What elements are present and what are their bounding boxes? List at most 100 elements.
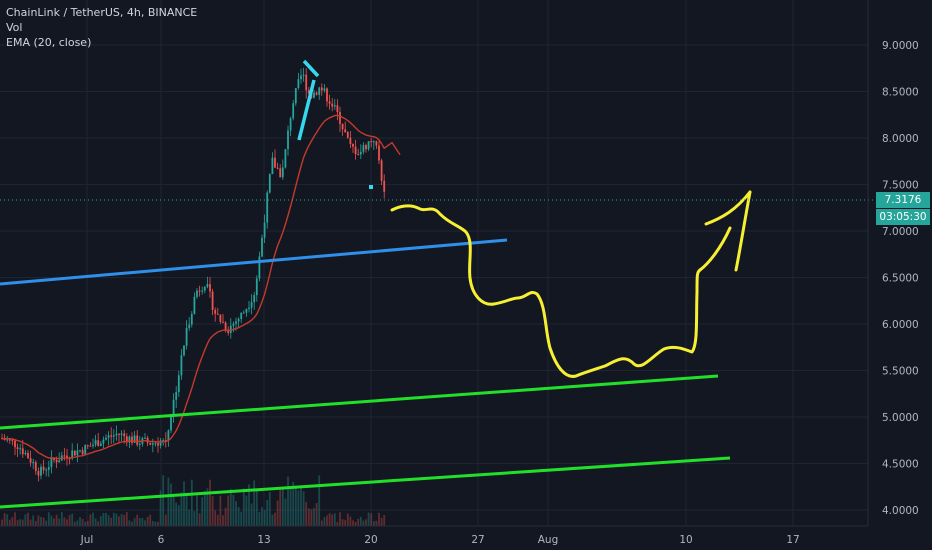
volume-bar (81, 519, 84, 526)
volume-bar (29, 519, 32, 526)
volume-bar (94, 518, 97, 526)
candle-body (206, 284, 209, 287)
volume-bar (138, 518, 141, 526)
candle-body (133, 435, 136, 443)
volume-bar (310, 509, 313, 526)
candle-body (63, 455, 66, 457)
forecast-arrow-shaft[interactable] (698, 190, 752, 272)
candle-body (37, 471, 40, 476)
forecast-path[interactable] (390, 204, 702, 378)
candle-body (339, 112, 341, 124)
volume-bar (341, 519, 344, 526)
volume-bar (292, 481, 295, 526)
forecast-arrow-head[interactable] (704, 190, 752, 226)
candle-body (105, 437, 107, 440)
candle-body (76, 450, 79, 456)
symbol-title[interactable]: ChainLink / TetherUS, 4h, BINANCE (6, 6, 198, 19)
user-drawings[interactable] (0, 59, 752, 509)
volume-bar (58, 518, 61, 526)
volume-bar (250, 503, 253, 526)
volume-bar (40, 517, 42, 526)
volume-bar (16, 520, 19, 526)
volume-bar (305, 502, 308, 526)
candle-body (268, 174, 271, 193)
highlight-stroke-1[interactable] (297, 79, 316, 141)
candle-body (302, 74, 305, 76)
candle-body (89, 445, 92, 447)
time-tick-label: 10 (679, 534, 692, 546)
candle-body (73, 450, 76, 456)
volume-bar (323, 517, 326, 526)
candle-body (284, 149, 287, 168)
volume-bar (307, 508, 310, 526)
volume-bar (268, 492, 271, 526)
price-tick-label: 4.5000 (882, 459, 919, 471)
time-tick-label: 17 (786, 534, 799, 546)
candle-body (24, 452, 27, 455)
candle-body (359, 151, 362, 155)
time-tick-label: Aug (538, 534, 559, 546)
ema-indicator-label[interactable]: EMA (20, close) (6, 36, 92, 49)
candle-body (328, 101, 331, 104)
candle-body (185, 327, 188, 346)
volume-bar (258, 512, 261, 526)
volume-bar (357, 518, 360, 526)
channel-lower-line[interactable] (0, 456, 731, 509)
resistance-trendline[interactable] (0, 238, 508, 286)
volume-bar (21, 519, 24, 526)
candle-body (188, 324, 191, 328)
candle-body (349, 137, 352, 145)
volume-bar (214, 510, 217, 526)
candle-body (120, 433, 123, 435)
candle-body (211, 291, 214, 311)
volume-bar (11, 517, 14, 526)
highlight-dot[interactable] (369, 185, 373, 189)
volume-bar (354, 521, 357, 526)
candle-body (42, 466, 45, 471)
price-tick-label: 8.5000 (882, 87, 919, 99)
candle-body (279, 168, 282, 178)
volume-bar (66, 519, 68, 526)
volume-bar (159, 490, 162, 526)
price-axis[interactable]: 9.0000 8.5000 8.0000 7.5000 7.0000 6.5000 6.00… (882, 40, 919, 517)
volume-bar (125, 512, 128, 526)
volume-bar (346, 513, 349, 526)
volume-bar (1, 519, 3, 526)
volume-bar (32, 515, 35, 526)
highlight-stroke-2[interactable] (302, 59, 320, 78)
time-tick-label: 27 (471, 534, 484, 546)
volume-indicator-label[interactable]: Vol (6, 21, 23, 34)
candle-body (154, 443, 157, 445)
volume-bar (196, 494, 198, 526)
time-axis[interactable]: Jul 6 13 20 27 Aug 10 17 (80, 534, 800, 546)
candle-body (175, 392, 178, 400)
candle-body (8, 439, 11, 441)
channel-upper-line[interactable] (0, 374, 719, 430)
bar-countdown-label: 03:05:30 (876, 209, 930, 225)
price-tick-label: 6.0000 (882, 319, 919, 331)
candle-body (346, 132, 349, 138)
volume-bar (206, 488, 209, 526)
volume-bar (68, 515, 71, 526)
candle-body (222, 321, 224, 323)
candle-body (289, 118, 292, 131)
volume-bar (146, 516, 149, 526)
volume-bar (333, 513, 336, 526)
candle-body (196, 290, 198, 297)
candle-body (344, 129, 347, 133)
volume-bar (328, 513, 331, 526)
price-tick-label: 6.5000 (882, 273, 919, 285)
candle-body (16, 447, 19, 449)
candle-body (58, 460, 61, 463)
candle-body (170, 416, 172, 431)
candle-body (227, 329, 230, 333)
volume-bar (102, 512, 105, 526)
candle-body (357, 153, 360, 155)
volume-bar (253, 480, 256, 526)
volume-bar (185, 495, 188, 526)
volume-bar (27, 512, 29, 526)
price-tick-label: 7.0000 (882, 226, 919, 238)
price-tick-label: 5.0000 (882, 412, 919, 424)
candle-body (14, 440, 16, 448)
